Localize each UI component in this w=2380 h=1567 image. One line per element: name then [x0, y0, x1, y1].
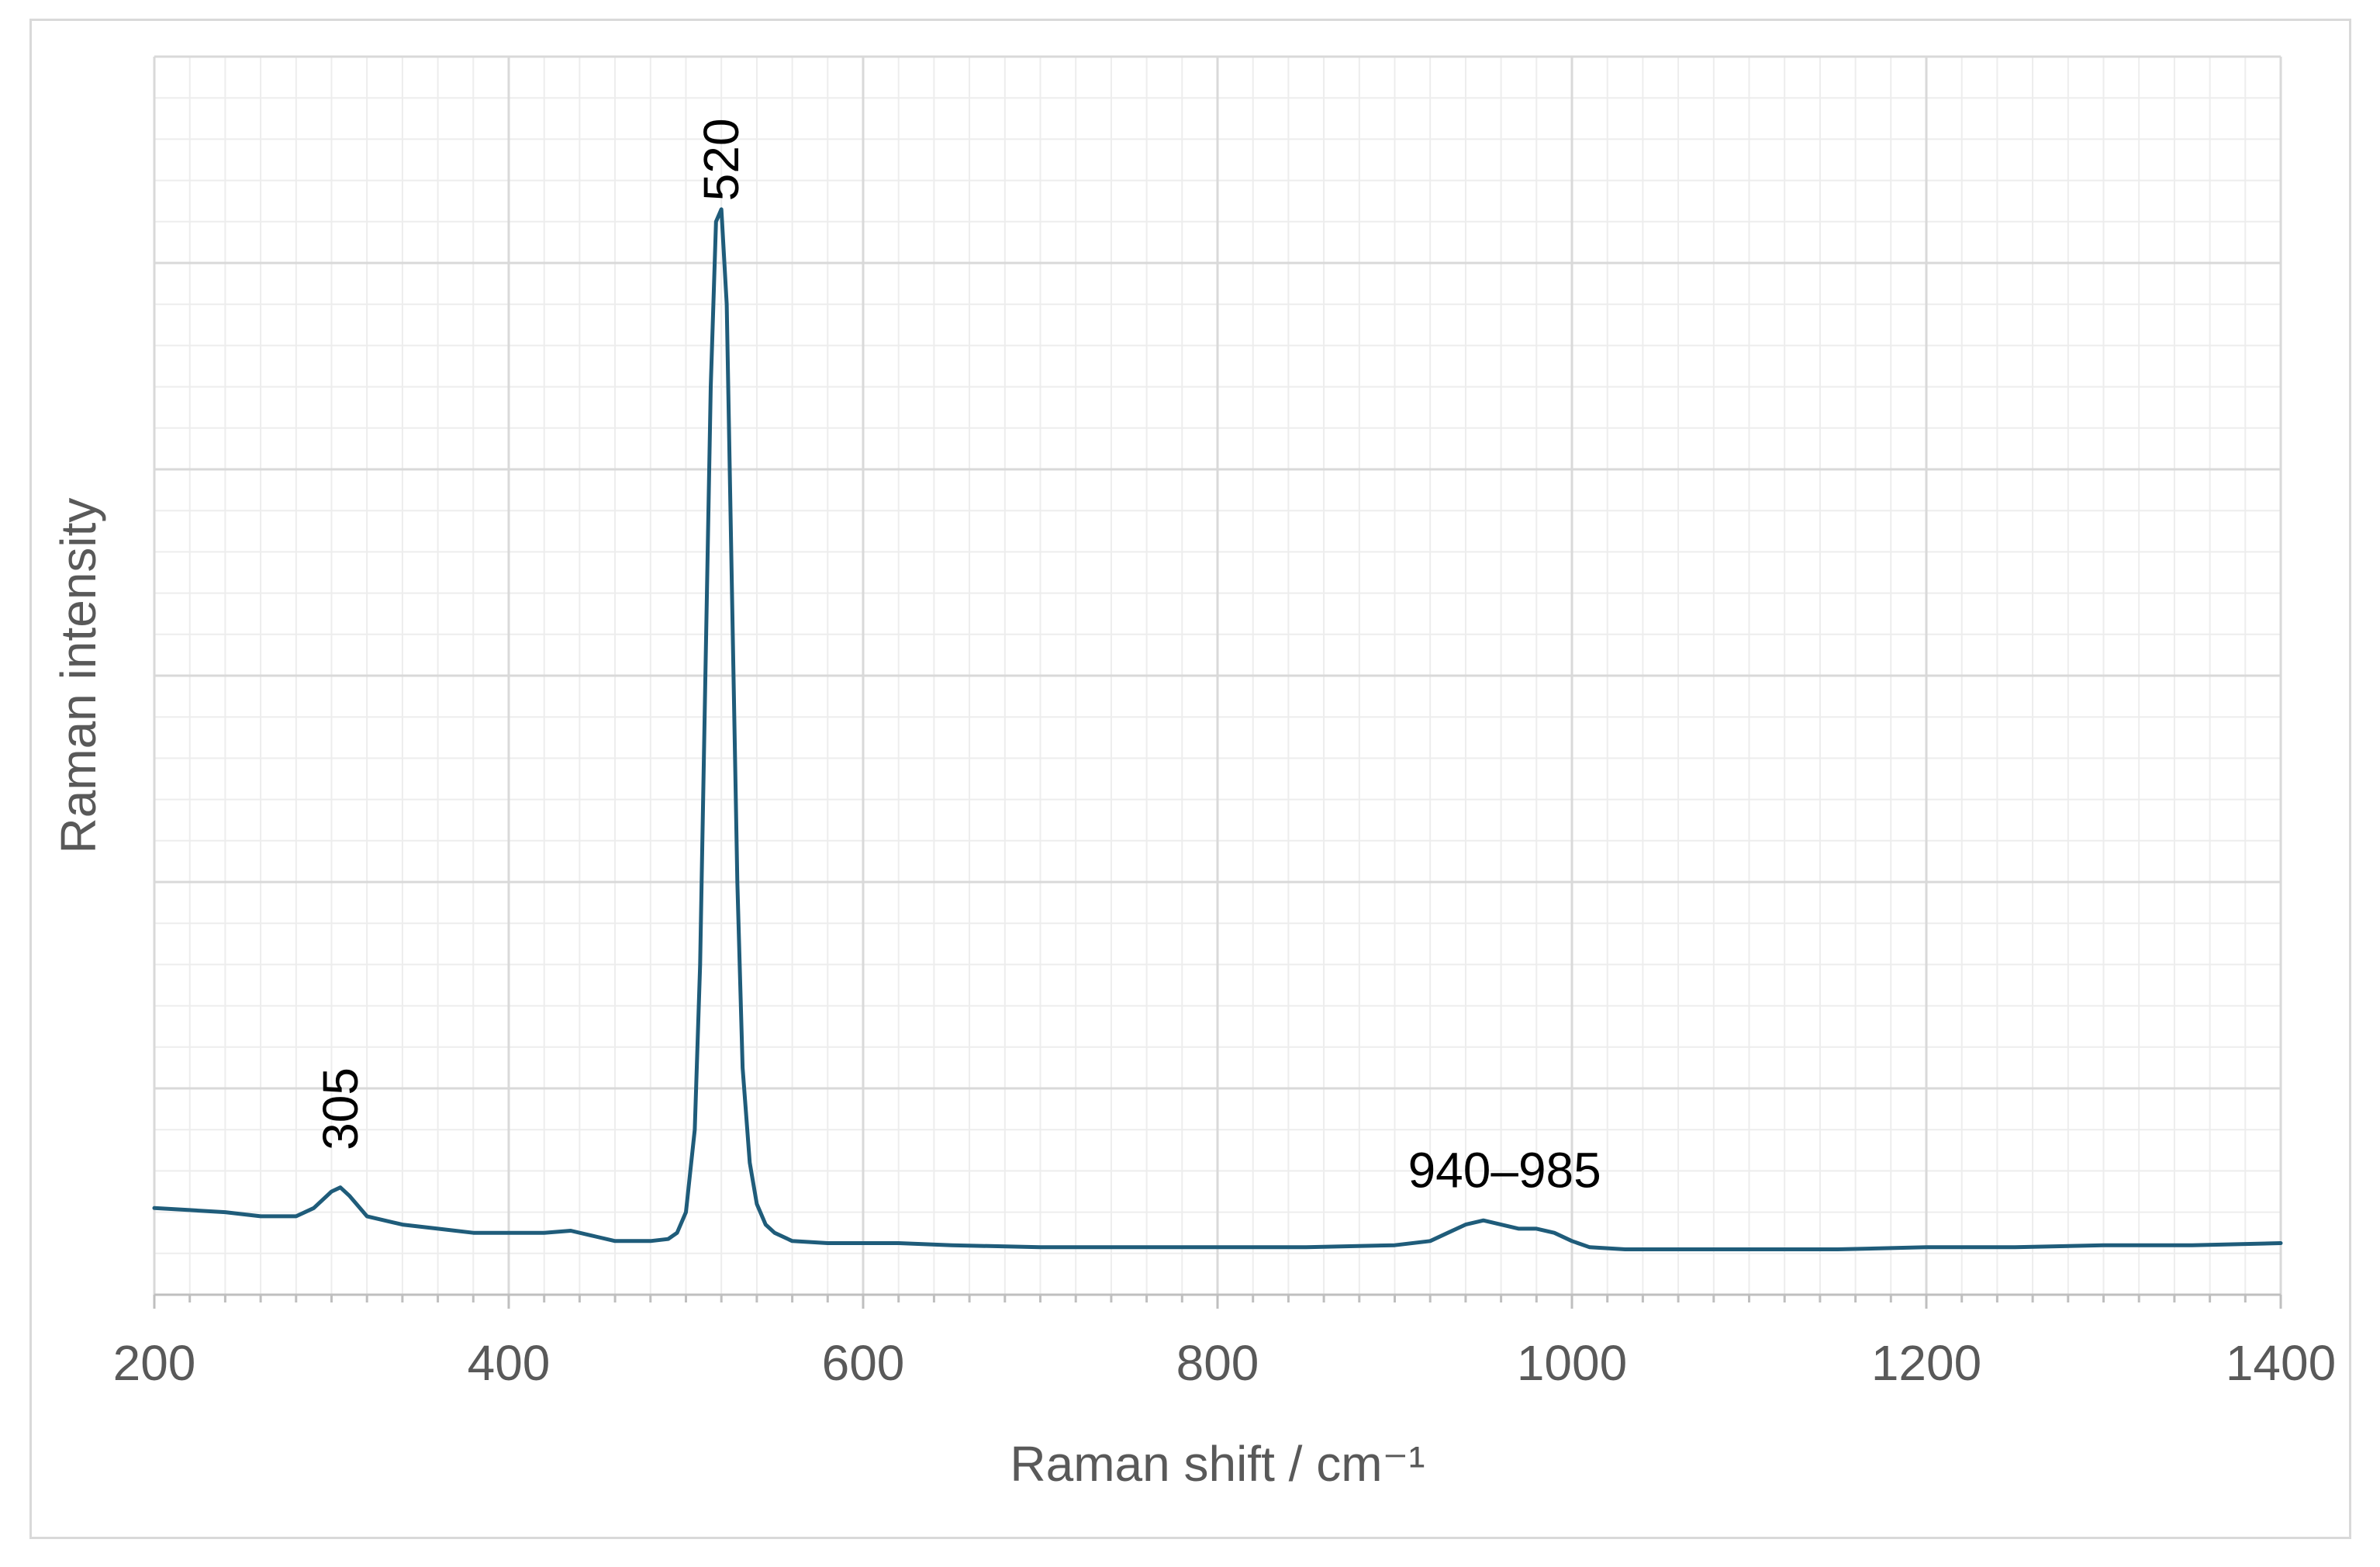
x-tick-label: 1000	[1517, 1335, 1627, 1391]
x-tick-label: 200	[113, 1335, 196, 1391]
peak-label: 520	[693, 118, 749, 201]
x-tick-label: 600	[822, 1335, 905, 1391]
raman-spectrum-chart: 200 400 600 800 1000 1200 1400 520 305 940–985 R…	[50, 55, 2337, 1492]
y-axis-title: Raman intensity	[50, 498, 106, 854]
peak-annotations: 520 305 940–985	[313, 118, 1601, 1198]
x-axis	[153, 1293, 2282, 1309]
chart-frame: 200 400 600 800 1000 1200 1400 520 305 940–985 R…	[29, 19, 2351, 1539]
peak-label: 940–985	[1408, 1143, 1601, 1199]
x-tick-label: 1400	[2226, 1335, 2336, 1391]
peak-label: 305	[313, 1067, 368, 1150]
spectrum-line	[152, 207, 2283, 1251]
x-tick-label: 1200	[1871, 1335, 1981, 1391]
x-axis-title: Raman shift / cm⁻¹	[1010, 1436, 1425, 1492]
x-tick-label: 400	[468, 1335, 551, 1391]
major-gridlines	[153, 55, 2282, 1295]
series-layer	[152, 207, 2283, 1251]
x-tick-label: 800	[1176, 1335, 1259, 1391]
x-tick-labels: 200 400 600 800 1000 1200 1400	[113, 1335, 2337, 1391]
